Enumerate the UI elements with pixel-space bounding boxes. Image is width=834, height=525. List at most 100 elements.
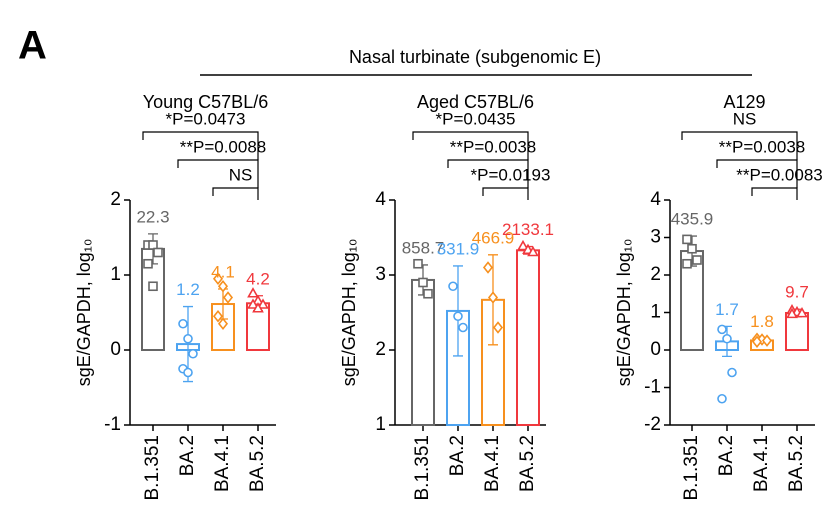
y-tick-label: 1 xyxy=(110,264,121,285)
comparison-label: *P=0.0193 xyxy=(471,165,551,184)
comparison-bracket xyxy=(681,131,798,160)
data-point xyxy=(148,281,158,292)
x-tick-label: B.1.351 xyxy=(681,435,702,501)
data-point xyxy=(458,322,468,333)
value-label: 331.9 xyxy=(437,239,480,258)
data-point xyxy=(682,234,692,245)
data-point xyxy=(212,309,224,323)
y-tick-label: -1 xyxy=(104,414,121,435)
y-tick-label: 4 xyxy=(375,189,386,210)
x-tick-label: BA.5.2 xyxy=(786,435,807,492)
subplot-title: A129 xyxy=(723,92,765,112)
data-point xyxy=(717,393,727,404)
data-point xyxy=(687,243,697,254)
data-point xyxy=(492,321,504,334)
data-point xyxy=(217,317,229,331)
y-tick-label: 2 xyxy=(375,339,386,360)
bar xyxy=(411,278,435,427)
y-tick-label: 0 xyxy=(650,339,661,360)
data-point xyxy=(482,261,494,274)
panel-label: A xyxy=(18,24,47,68)
y-axis-label: sgE/GAPDH, log₁₀ xyxy=(614,239,634,387)
data-point xyxy=(527,245,539,257)
y-tick-label: 2 xyxy=(110,189,121,210)
y-tick-label: 3 xyxy=(650,227,661,248)
data-point xyxy=(413,258,423,269)
data-point xyxy=(153,247,163,258)
data-point xyxy=(217,279,229,293)
y-axis-label: sgE/GAPDH, log₁₀ xyxy=(339,239,359,387)
x-tick-label: BA.5.2 xyxy=(247,435,268,492)
y-tick-label: -1 xyxy=(644,377,661,398)
comparison-bracket xyxy=(447,159,529,188)
data-point xyxy=(786,307,798,319)
data-point xyxy=(517,239,529,251)
data-point xyxy=(751,335,763,349)
data-point xyxy=(188,348,198,359)
y-tick-label: -2 xyxy=(644,414,661,435)
comparison-bracket xyxy=(751,187,798,200)
x-tick-label: B.1.351 xyxy=(142,435,163,501)
value-label: 1.7 xyxy=(715,300,739,319)
data-point xyxy=(692,255,702,265)
data-point xyxy=(148,240,158,250)
data-point xyxy=(448,281,458,292)
x-tick-label: BA.4.1 xyxy=(482,435,503,492)
comparison-bracket xyxy=(412,131,529,160)
bar xyxy=(785,311,809,351)
data-point xyxy=(717,324,727,335)
subplot-title: Young C57BL/6 xyxy=(143,92,268,112)
comparison-label: NS xyxy=(229,165,253,184)
x-tick-label: BA.2 xyxy=(447,435,468,476)
y-tick-label: 3 xyxy=(375,264,386,285)
data-point xyxy=(143,258,153,269)
comparison-label: **P=0.0038 xyxy=(450,137,537,156)
bar xyxy=(516,249,540,426)
y-tick-label: 1 xyxy=(375,414,386,435)
y-tick-label: 4 xyxy=(650,189,661,210)
y-tick-label: 2 xyxy=(650,264,661,285)
comparison-label: NS xyxy=(733,109,757,128)
x-tick-label: BA.2 xyxy=(716,435,737,476)
value-label: 435.9 xyxy=(671,210,714,229)
comparison-bracket xyxy=(482,187,529,200)
data-point xyxy=(178,318,188,329)
data-point xyxy=(183,333,193,344)
data-point xyxy=(727,367,737,378)
value-label: 4.2 xyxy=(246,269,270,288)
data-point xyxy=(183,367,193,378)
value-label: 9.7 xyxy=(785,283,809,302)
value-label: 22.3 xyxy=(136,207,169,226)
data-point xyxy=(796,306,808,318)
value-label: 1.2 xyxy=(176,280,200,299)
data-point xyxy=(761,334,773,347)
x-tick-label: BA.2 xyxy=(177,435,198,476)
value-label: 858.7 xyxy=(402,238,445,257)
data-point xyxy=(453,311,463,322)
y-tick-label: 1 xyxy=(650,302,661,323)
comparison-bracket xyxy=(142,131,259,160)
data-point xyxy=(222,291,234,304)
value-label: 466.9 xyxy=(472,228,515,247)
error-bar xyxy=(453,265,463,357)
header: Nasal turbinate (subgenomic E) xyxy=(349,47,601,67)
comparison-label: **P=0.0038 xyxy=(719,137,806,156)
comparison-label: *P=0.0473 xyxy=(166,109,246,128)
y-tick-label: 0 xyxy=(110,339,121,360)
x-tick-label: BA.4.1 xyxy=(751,435,772,492)
data-point xyxy=(212,272,224,286)
x-tick-label: B.1.351 xyxy=(412,435,433,501)
data-point xyxy=(682,258,692,269)
data-point xyxy=(257,298,269,309)
data-point xyxy=(418,277,428,288)
value-label: 4.1 xyxy=(211,263,235,282)
y-axis-label: sgE/GAPDH, log₁₀ xyxy=(74,239,94,387)
comparison-label: *P=0.0435 xyxy=(436,109,516,128)
x-tick-label: BA.5.2 xyxy=(517,435,538,492)
data-point xyxy=(722,333,732,344)
data-point xyxy=(252,302,264,313)
data-point xyxy=(247,298,259,309)
data-point xyxy=(487,291,499,304)
comparison-label: **P=0.0088 xyxy=(180,137,267,156)
